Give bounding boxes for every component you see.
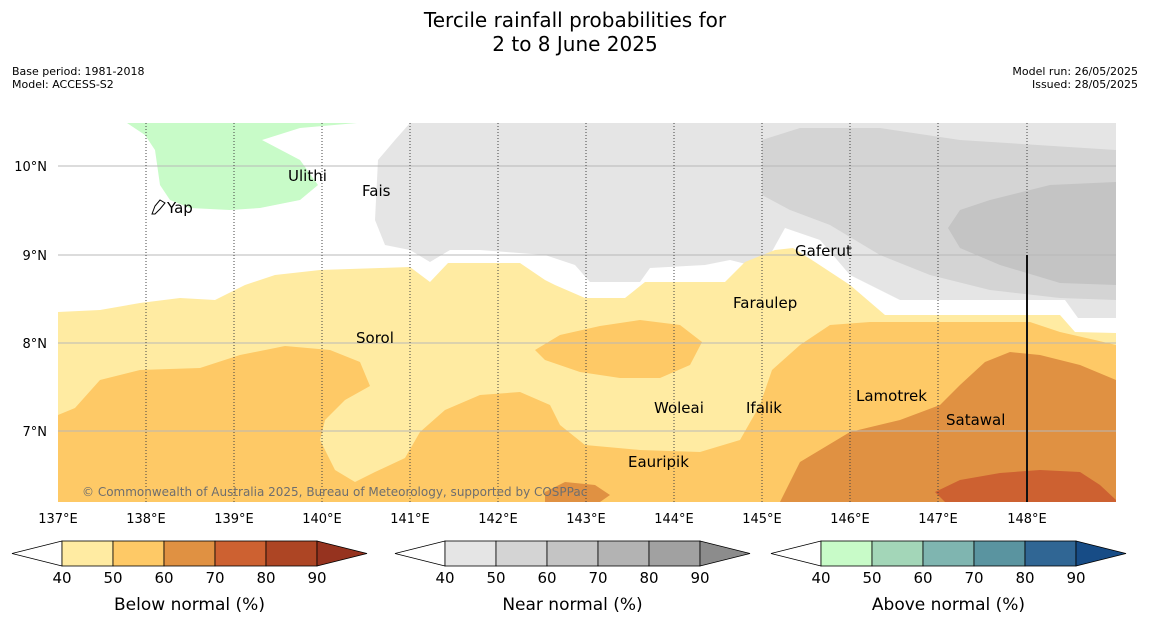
colorbar-tick: 40 bbox=[435, 569, 454, 587]
colorbar-tick: 70 bbox=[964, 569, 983, 587]
lon-label: 147°E bbox=[918, 512, 958, 527]
place-fais: Fais bbox=[362, 182, 391, 200]
colorbar-swatch bbox=[265, 540, 318, 567]
colorbar-swatch bbox=[973, 540, 1026, 567]
place-ulithi: Ulithi bbox=[288, 167, 327, 185]
copyright-notice: © Commonwealth of Australia 2025, Bureau… bbox=[82, 485, 587, 499]
colorbar-tick: 80 bbox=[256, 569, 275, 587]
below-normal-70-region bbox=[935, 470, 1116, 502]
colorbar-swatch bbox=[820, 540, 873, 567]
colorbar-tick: 70 bbox=[588, 569, 607, 587]
colorbar-swatch bbox=[61, 540, 114, 567]
colorbar-tick: 90 bbox=[307, 569, 326, 587]
title-line-2: 2 to 8 June 2025 bbox=[492, 32, 658, 56]
colorbar-swatch bbox=[444, 540, 497, 567]
colorbar-min-extension bbox=[394, 540, 446, 567]
lat-label-9n: 9°N bbox=[23, 249, 48, 264]
model-run: Model run: 26/05/2025 bbox=[1012, 65, 1138, 78]
colorbar-max-extension bbox=[699, 540, 751, 567]
place-lamotrek: Lamotrek bbox=[856, 387, 927, 405]
colorbar-swatch bbox=[922, 540, 975, 567]
colorbar-min-extension bbox=[770, 540, 822, 567]
colorbar-tick: 70 bbox=[205, 569, 224, 587]
colorbar-swatch bbox=[546, 540, 599, 567]
near-normal-60-region bbox=[948, 182, 1116, 285]
colorbar-swatch bbox=[112, 540, 165, 567]
colorbar-label: Below normal (%) bbox=[114, 595, 265, 615]
colorbar-1: 40 50 60 70 80 90 Near normal (%) bbox=[394, 540, 751, 615]
meta-right: Model run: 26/05/2025 Issued: 28/05/2025 bbox=[1012, 65, 1138, 91]
colorbar-2: 40 50 60 70 80 90 Above normal (%) bbox=[770, 540, 1127, 615]
colorbars: 40 50 60 70 80 90 Below normal (%) 40 50 60 70 80 90… bbox=[11, 540, 1127, 615]
colorbar-tick: 40 bbox=[52, 569, 71, 587]
colorbar-max-extension bbox=[1075, 540, 1127, 567]
lon-label: 142°E bbox=[478, 512, 518, 527]
place-yap: Yap bbox=[166, 199, 193, 217]
lon-label: 137°E bbox=[38, 512, 78, 527]
lon-label: 140°E bbox=[302, 512, 342, 527]
lon-label: 141°E bbox=[390, 512, 430, 527]
lat-label-10n: 10°N bbox=[14, 160, 47, 175]
colorbar-max-extension bbox=[316, 540, 368, 567]
place-faraulep: Faraulep bbox=[733, 294, 797, 312]
lon-label: 146°E bbox=[830, 512, 870, 527]
colorbar-tick: 90 bbox=[1066, 569, 1085, 587]
title-line-1: Tercile rainfall probabilities for bbox=[423, 8, 727, 32]
colorbar-tick: 60 bbox=[537, 569, 556, 587]
lon-label: 139°E bbox=[214, 512, 254, 527]
place-gaferut: Gaferut bbox=[795, 242, 852, 260]
lon-label: 148°E bbox=[1007, 512, 1047, 527]
colorbar-tick: 50 bbox=[103, 569, 122, 587]
colorbar-swatch bbox=[648, 540, 701, 567]
yap-island-shape bbox=[151, 199, 166, 215]
colorbar-0: 40 50 60 70 80 90 Below normal (%) bbox=[11, 540, 368, 615]
meta-left: Base period: 1981-2018 Model: ACCESS-S2 bbox=[12, 65, 144, 91]
place-sorol: Sorol bbox=[356, 329, 394, 347]
issued-date: Issued: 28/05/2025 bbox=[1031, 78, 1138, 91]
lat-label-8n: 8°N bbox=[23, 337, 48, 352]
model-name: Model: ACCESS-S2 bbox=[12, 78, 114, 91]
lon-label: 143°E bbox=[566, 512, 606, 527]
below-normal-60-spot bbox=[545, 482, 610, 502]
colorbar-label: Above normal (%) bbox=[872, 595, 1025, 615]
colorbar-tick: 90 bbox=[690, 569, 709, 587]
colorbar-swatch bbox=[1024, 540, 1077, 567]
lon-label: 144°E bbox=[654, 512, 694, 527]
base-period: Base period: 1981-2018 bbox=[12, 65, 145, 78]
colorbar-swatch bbox=[163, 540, 216, 567]
colorbar-label: Near normal (%) bbox=[502, 595, 642, 615]
colorbar-swatch bbox=[871, 540, 924, 567]
lon-label: 145°E bbox=[742, 512, 782, 527]
colorbar-tick: 40 bbox=[811, 569, 830, 587]
colorbar-tick: 80 bbox=[639, 569, 658, 587]
place-ifalik: Ifalik bbox=[746, 399, 782, 417]
colorbar-tick: 50 bbox=[862, 569, 881, 587]
place-satawal: Satawal bbox=[946, 411, 1005, 429]
map-title: Tercile rainfall probabilities for 2 to … bbox=[0, 8, 1150, 56]
colorbar-tick: 80 bbox=[1015, 569, 1034, 587]
colorbar-tick: 60 bbox=[913, 569, 932, 587]
longitude-labels: 137°E 138°E 139°E 140°E 141°E 142°E 143°E 144°E… bbox=[38, 512, 1047, 527]
place-woleai: Woleai bbox=[654, 399, 704, 417]
lon-label: 138°E bbox=[126, 512, 166, 527]
below-normal-50-island bbox=[535, 320, 702, 378]
place-eauripik: Eauripik bbox=[628, 453, 689, 471]
colorbar-tick: 60 bbox=[154, 569, 173, 587]
colorbar-min-extension bbox=[11, 540, 63, 567]
colorbar-swatch bbox=[597, 540, 650, 567]
colorbar-swatch bbox=[214, 540, 267, 567]
colorbar-swatch bbox=[495, 540, 548, 567]
colorbar-tick: 50 bbox=[486, 569, 505, 587]
below-normal-60-region bbox=[780, 352, 1116, 502]
lat-label-7n: 7°N bbox=[23, 425, 48, 440]
